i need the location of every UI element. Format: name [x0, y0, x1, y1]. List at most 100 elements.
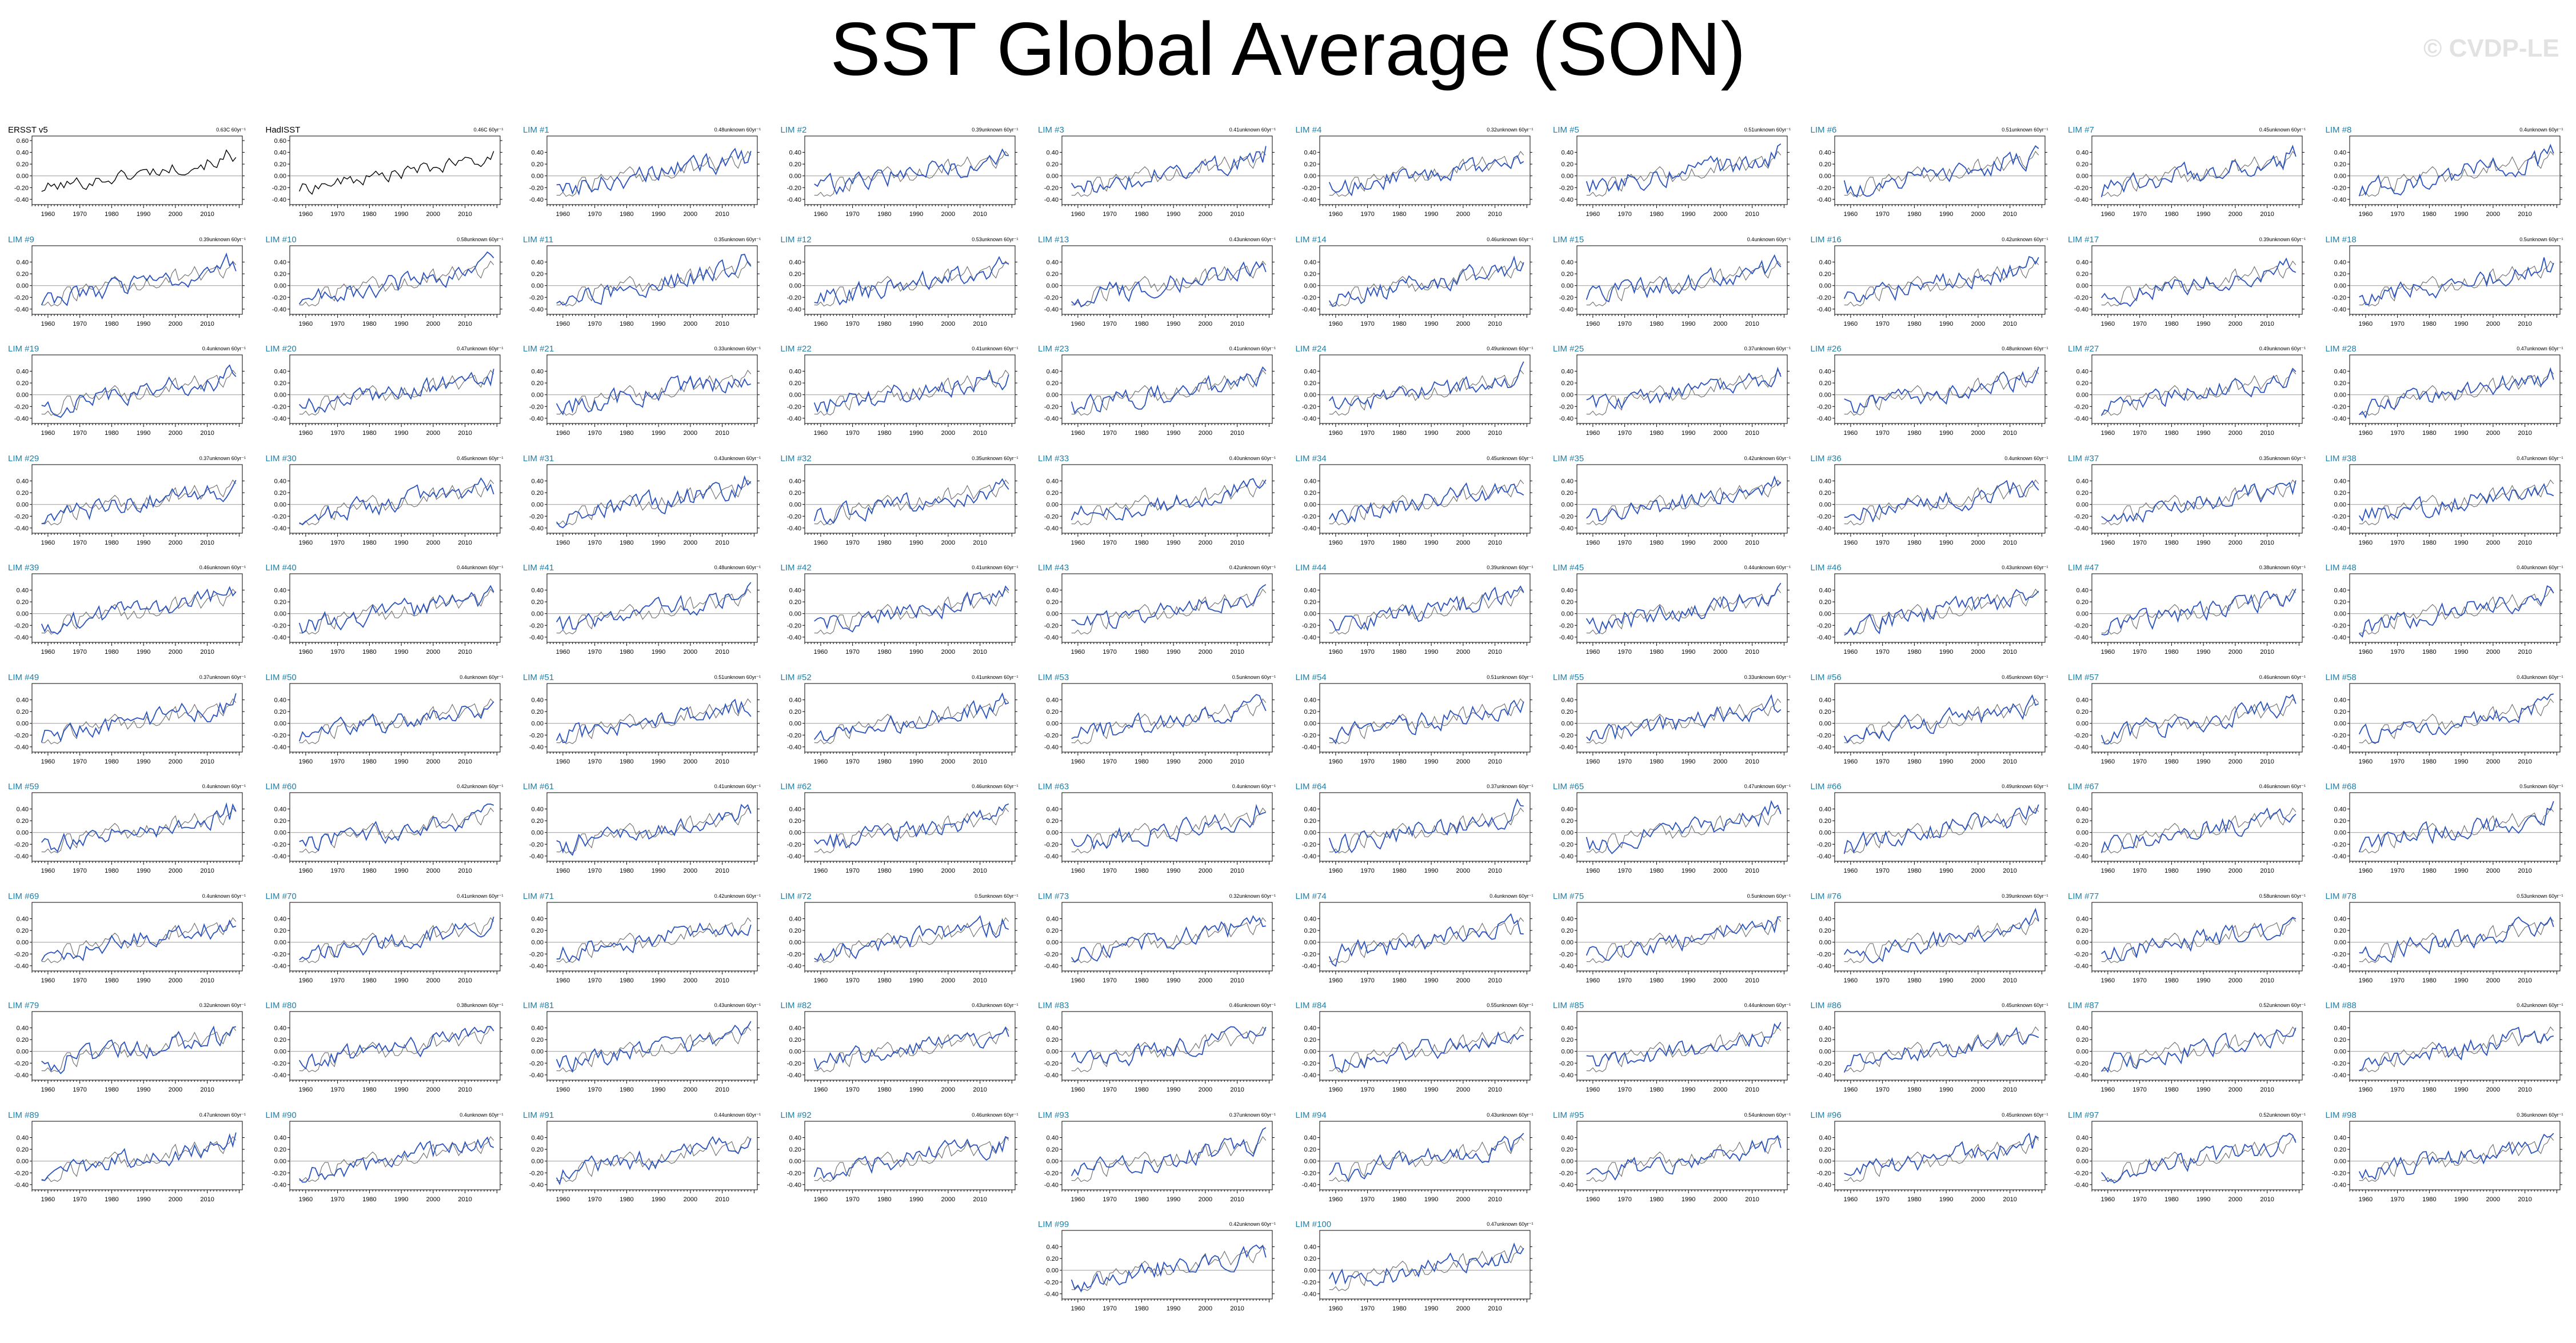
- plot-frame: [1061, 135, 1273, 205]
- x-tick-label: 1970: [1875, 649, 1889, 655]
- y-tick-label: -0.40: [529, 525, 544, 531]
- y-tick-label: -0.40: [14, 415, 29, 422]
- panel-plot: 0.40 0.20 0.00 -0.20 -0.40 1960 1970 1980 1990 20…: [271, 573, 502, 655]
- observation-reference-line: [1844, 370, 2039, 416]
- y-tick-label: 0.00: [274, 501, 286, 508]
- x-tick-label: 2010: [1230, 430, 1244, 437]
- panel-title: LIM #10: [265, 234, 297, 245]
- y-tick-label: 0.00: [2076, 173, 2088, 180]
- x-tick-label: 1970: [1360, 649, 1374, 655]
- y-tick-label: 0.00: [1819, 282, 1831, 289]
- x-tick-label: 1990: [1682, 211, 1695, 218]
- panel-trend-label: 0.5unknown 60yr⁻¹: [2519, 236, 2563, 242]
- y-tick-label: -0.20: [271, 732, 286, 739]
- y-tick-label: 0.20: [532, 490, 544, 497]
- x-tick-label: 2000: [684, 539, 697, 546]
- x-tick-label: 1960: [2358, 430, 2372, 437]
- y-tick-label: -0.40: [14, 744, 29, 750]
- y-tick-label: 0.00: [1561, 392, 1573, 399]
- x-tick-label: 1970: [330, 539, 344, 546]
- y-tick-label: 0.20: [17, 599, 29, 606]
- member-series-line: [41, 693, 237, 742]
- x-tick-label: 1980: [1907, 321, 1921, 327]
- observation-reference-line: [2359, 589, 2554, 635]
- panel-title: LIM #49: [8, 672, 39, 682]
- x-tick-label: 1990: [1939, 649, 1952, 655]
- y-tick-label: 0.00: [532, 501, 544, 508]
- y-tick-label: -0.40: [1301, 634, 1316, 641]
- x-tick-label: 1970: [73, 539, 86, 546]
- y-tick-label: -0.40: [2074, 306, 2088, 313]
- x-tick-label: 2000: [1714, 539, 1727, 546]
- observation-reference-line: [299, 479, 494, 525]
- plot-frame: [2349, 135, 2560, 205]
- x-tick-label: 1970: [73, 211, 86, 218]
- y-tick-label: 0.00: [1047, 282, 1059, 289]
- x-tick-label: 1960: [41, 211, 55, 218]
- y-tick-label: -0.20: [786, 622, 801, 629]
- x-tick-label: 1970: [845, 321, 859, 327]
- y-tick-label: -0.20: [786, 513, 801, 520]
- x-tick-label: 1990: [2454, 321, 2467, 327]
- panel-trend-label: 0.47unknown 60yr⁻¹: [2517, 346, 2563, 351]
- y-tick-label: -0.20: [1301, 622, 1316, 629]
- y-tick-label: -0.40: [786, 525, 801, 531]
- page-title: SST Global Average (SON): [830, 7, 1746, 91]
- member-series-line: [1585, 143, 1782, 193]
- observation-reference-line: [814, 260, 1009, 306]
- panel-title: LIM #32: [780, 453, 812, 463]
- y-tick-label: -0.40: [2074, 197, 2088, 203]
- member-panel: LIM #10 0.58unknown 60yr⁻¹ 0.40 0.20 0.00 -0.…: [266, 235, 506, 337]
- member-series-line: [298, 477, 494, 525]
- panel-title: LIM #21: [523, 344, 554, 354]
- panel-plot: 0.40 0.20 0.00 -0.20 -0.40 1960 1970 1980 1990 20…: [529, 135, 760, 218]
- x-tick-label: 2010: [458, 211, 472, 218]
- y-tick-label: 0.20: [1304, 271, 1316, 278]
- y-tick-label: 0.40: [1304, 259, 1316, 266]
- plot-frame: [546, 683, 758, 752]
- y-tick-label: -0.20: [2074, 294, 2088, 301]
- plot-frame: [2091, 135, 2303, 205]
- x-tick-label: 1990: [909, 321, 922, 327]
- y-tick-label: -0.20: [2074, 622, 2088, 629]
- y-tick-label: 0.40: [274, 259, 286, 266]
- y-tick-label: 0.20: [2076, 490, 2088, 497]
- observation-series-line: [298, 151, 494, 195]
- panel-title: LIM #43: [1038, 563, 1069, 573]
- panel-trend-label: 0.46unknown 60yr⁻¹: [199, 565, 246, 570]
- y-tick-label: 0.00: [1047, 392, 1059, 399]
- member-series-line: [2358, 367, 2554, 419]
- panel-title: LIM #9: [8, 234, 34, 245]
- x-tick-label: 2000: [169, 430, 182, 437]
- x-tick-label: 1990: [2454, 539, 2467, 546]
- member-panel: LIM #12 0.53unknown 60yr⁻¹ 0.40 0.20 0.00 -0.…: [781, 235, 1021, 337]
- x-tick-label: 1970: [330, 321, 344, 327]
- y-tick-label: 0.00: [17, 501, 29, 508]
- x-tick-label: 1990: [1167, 211, 1180, 218]
- y-tick-label: 0.00: [789, 173, 801, 180]
- y-tick-label: 0.00: [789, 611, 801, 618]
- panel-trend-label: 0.37unknown 60yr⁻¹: [1744, 346, 1791, 351]
- x-tick-label: 1960: [556, 539, 570, 546]
- plot-frame: [2349, 354, 2560, 424]
- x-tick-label: 1980: [1650, 321, 1663, 327]
- x-tick-label: 1980: [2422, 539, 2436, 546]
- x-tick-label: 1990: [394, 758, 408, 765]
- panel-title: LIM #25: [1553, 344, 1584, 354]
- x-tick-label: 2000: [1456, 430, 1469, 437]
- observation-reference-line: [1329, 370, 1524, 416]
- y-tick-label: -0.40: [1559, 306, 1573, 313]
- x-tick-label: 1960: [1328, 211, 1342, 218]
- panel-trend-label: 0.37unknown 60yr⁻¹: [199, 674, 246, 680]
- y-tick-label: 0.20: [274, 599, 286, 606]
- member-series-line: [298, 369, 494, 413]
- panel-trend-label: 0.44unknown 60yr⁻¹: [1744, 565, 1791, 570]
- y-tick-label: 0.40: [1561, 150, 1573, 157]
- member-series-line: [1843, 589, 2039, 636]
- x-tick-label: 1970: [1360, 321, 1374, 327]
- y-tick-label: 0.20: [1819, 380, 1831, 387]
- panel-trend-label: 0.46C 60yr⁻¹: [473, 127, 504, 133]
- x-tick-label: 2000: [684, 321, 697, 327]
- y-tick-label: -0.20: [1044, 622, 1059, 629]
- panel-plot: 0.40 0.20 0.00 -0.20 -0.40 1960 1970 1980 1990 20…: [1301, 464, 1532, 546]
